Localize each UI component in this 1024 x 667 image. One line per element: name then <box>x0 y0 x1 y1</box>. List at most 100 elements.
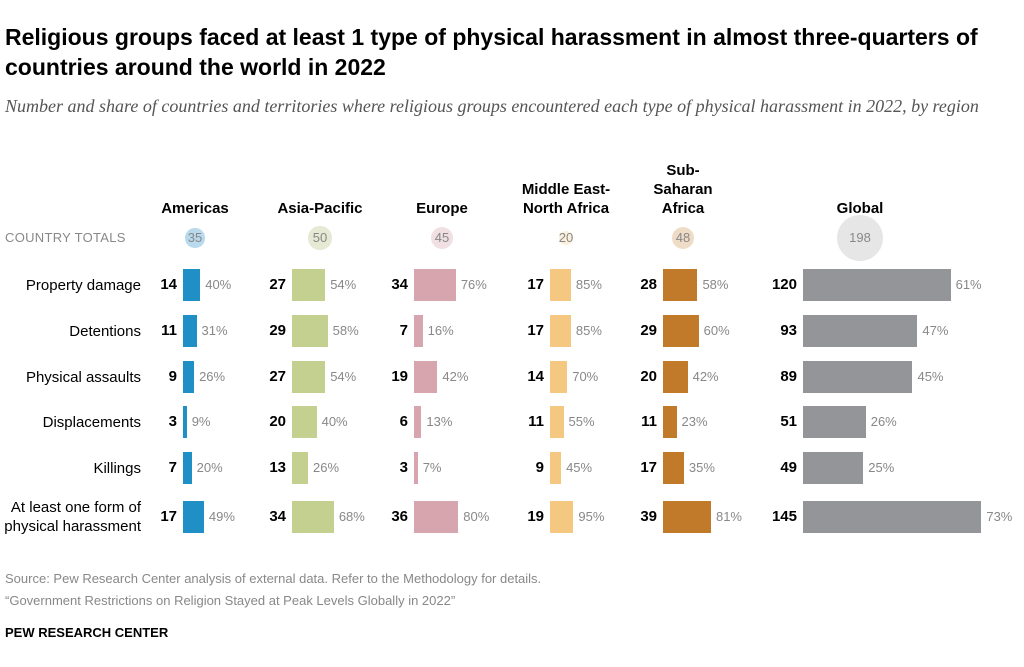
count-label: 6 <box>399 413 408 430</box>
share-label: 31% <box>201 323 228 338</box>
chart-title: Religious groups faced at least 1 type o… <box>5 24 978 80</box>
share-label: 73% <box>986 509 1013 524</box>
share-label: 58% <box>332 323 359 338</box>
share-label: 42% <box>442 369 469 384</box>
share-label: 20% <box>196 460 223 475</box>
category-label: Displacements <box>42 413 141 431</box>
share-label: 61% <box>955 277 982 292</box>
totals-label: COUNTRY TOTALS <box>5 230 126 245</box>
bar <box>663 361 688 393</box>
bar <box>183 315 197 347</box>
footer: PEW RESEARCH CENTER <box>5 625 169 640</box>
bar <box>414 501 459 533</box>
bar <box>663 452 684 484</box>
bar <box>292 452 308 484</box>
bar <box>292 315 328 347</box>
share-label: 60% <box>703 323 730 338</box>
country-total: 45 <box>430 226 454 250</box>
share-label: 85% <box>575 323 602 338</box>
count-label: 20 <box>640 368 657 385</box>
count-label: 11 <box>161 322 177 339</box>
count-label: 19 <box>527 508 544 525</box>
share-label: 40% <box>321 414 348 429</box>
bar <box>550 501 574 533</box>
category-label: Property damage <box>25 276 141 294</box>
share-label: 25% <box>868 460 895 475</box>
bar <box>414 361 438 393</box>
count-label: 19 <box>391 368 408 385</box>
share-label: 23% <box>681 414 708 429</box>
bar <box>292 406 317 438</box>
bar <box>663 269 698 301</box>
share-label: 76% <box>460 277 487 292</box>
count-label: 11 <box>641 413 657 430</box>
share-label: 54% <box>330 277 357 292</box>
share-label: 9% <box>191 414 211 429</box>
region-header: Middle East-North Africa <box>521 181 611 217</box>
region-header: Sub-Saharan Africa <box>653 162 713 217</box>
share-label: 40% <box>205 277 232 292</box>
share-label: 26% <box>312 460 340 475</box>
bar <box>550 452 562 484</box>
count-label: 29 <box>269 322 286 339</box>
source: Source: Pew Research Center analysis of … <box>5 571 542 586</box>
category-label: Physical assaults <box>25 368 141 386</box>
bar <box>183 269 201 301</box>
count-label: 17 <box>527 322 544 339</box>
bar <box>183 452 192 484</box>
bar <box>803 315 918 347</box>
count-label: 39 <box>640 508 657 525</box>
share-label: 49% <box>208 509 235 524</box>
share-label: 13% <box>426 414 453 429</box>
share-label: 80% <box>463 509 490 524</box>
bar <box>803 269 951 301</box>
note: “Government Restrictions on Religion Sta… <box>5 593 456 608</box>
country-total: 48 <box>671 226 695 250</box>
country-total: 35 <box>185 228 205 248</box>
count-label: 120 <box>771 276 797 293</box>
count-label: 3 <box>399 459 408 476</box>
share-label: 70% <box>572 369 599 384</box>
share-label: 16% <box>427 323 454 338</box>
bar <box>803 501 982 533</box>
bar <box>183 501 204 533</box>
count-label: 17 <box>160 508 177 525</box>
bar <box>803 361 913 393</box>
bar <box>550 361 568 393</box>
count-label: 36 <box>391 508 408 525</box>
count-label: 145 <box>771 508 797 525</box>
bar <box>803 452 864 484</box>
bar <box>550 315 571 347</box>
country-total: 198 <box>836 214 884 262</box>
bar <box>292 269 326 301</box>
count-label: 3 <box>168 413 177 430</box>
count-label: 28 <box>640 276 657 293</box>
share-label: 85% <box>575 277 602 292</box>
share-label: 42% <box>692 369 719 384</box>
bar <box>663 315 699 347</box>
bar <box>663 501 711 533</box>
share-label: 68% <box>338 509 365 524</box>
bar <box>183 406 187 438</box>
chart-subtitle: Number and share of countries and territ… <box>5 96 979 116</box>
share-label: 45% <box>566 460 593 475</box>
count-label: 20 <box>269 413 286 430</box>
share-label: 47% <box>922 323 949 338</box>
share-label: 35% <box>688 460 715 475</box>
share-label: 26% <box>870 414 897 429</box>
count-label: 29 <box>640 322 657 339</box>
count-label: 17 <box>527 276 544 293</box>
category-label: At least one form of physical harassment <box>4 499 141 535</box>
count-label: 89 <box>780 368 797 385</box>
share-label: 45% <box>917 369 944 384</box>
bar <box>414 452 418 484</box>
count-label: 7 <box>168 459 177 476</box>
count-label: 17 <box>640 459 657 476</box>
count-label: 11 <box>528 413 544 430</box>
bar <box>550 269 571 301</box>
country-total: 20 <box>558 230 574 246</box>
country-total: 50 <box>308 226 332 250</box>
region-header: Europe <box>416 200 468 217</box>
bar <box>803 406 866 438</box>
